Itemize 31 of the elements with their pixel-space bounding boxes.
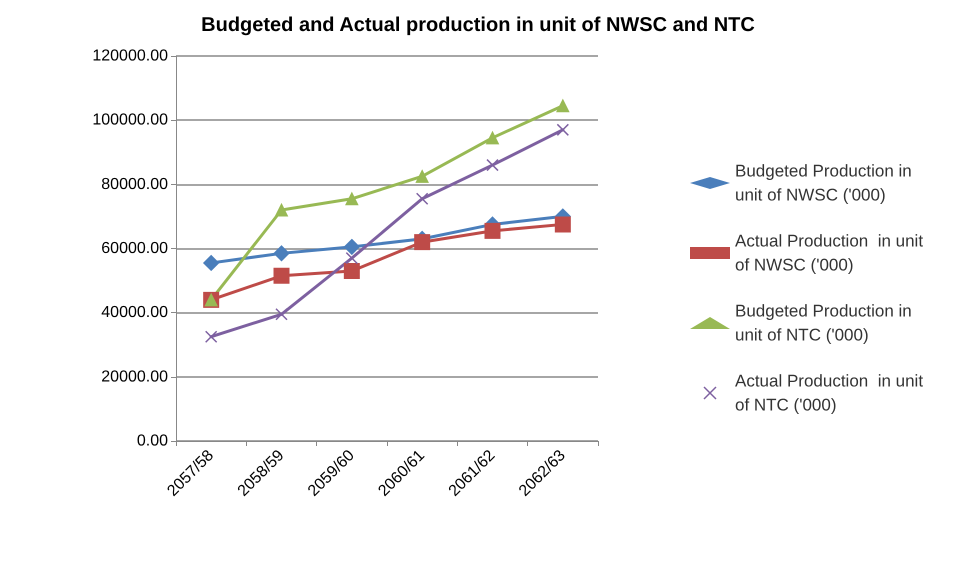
y-tick-label: 40000.00: [101, 304, 168, 322]
point: [416, 170, 429, 183]
legend-label: Actual Production in unit of NTC ('000): [735, 372, 928, 414]
point: [416, 192, 428, 206]
point: [274, 268, 290, 284]
legend-label: Actual Production in unit of NWSC ('000): [735, 232, 928, 274]
point: [204, 330, 218, 343]
y-tick-label: 80000.00: [101, 176, 168, 193]
point: [486, 131, 499, 144]
point: [275, 308, 288, 321]
chart-title: Budgeted and Actual production in unit of NWSC and NTC: [201, 14, 755, 36]
point: [556, 124, 570, 136]
y-tick-label: 20000.00: [101, 368, 168, 386]
point: [346, 252, 358, 264]
point: [274, 245, 290, 262]
point: [554, 216, 571, 232]
y-tick-label: 60000.00: [101, 240, 168, 257]
point: [344, 262, 360, 279]
y-tick-label: 100000.00: [92, 112, 168, 129]
point: [414, 234, 430, 250]
y-tick-label: 120000.00: [92, 48, 168, 64]
legend-label: Budgeted Production in unit of NWSC ('000): [735, 162, 916, 204]
point: [556, 99, 570, 112]
point: [203, 254, 220, 271]
y-tick-label: 0.00: [136, 432, 168, 450]
point: [486, 158, 499, 172]
point: [344, 238, 360, 255]
point: [275, 204, 288, 216]
point: [484, 222, 500, 239]
legend-label: Budgeted Production in unit of NTC ('000): [735, 302, 916, 344]
point: [345, 192, 358, 206]
